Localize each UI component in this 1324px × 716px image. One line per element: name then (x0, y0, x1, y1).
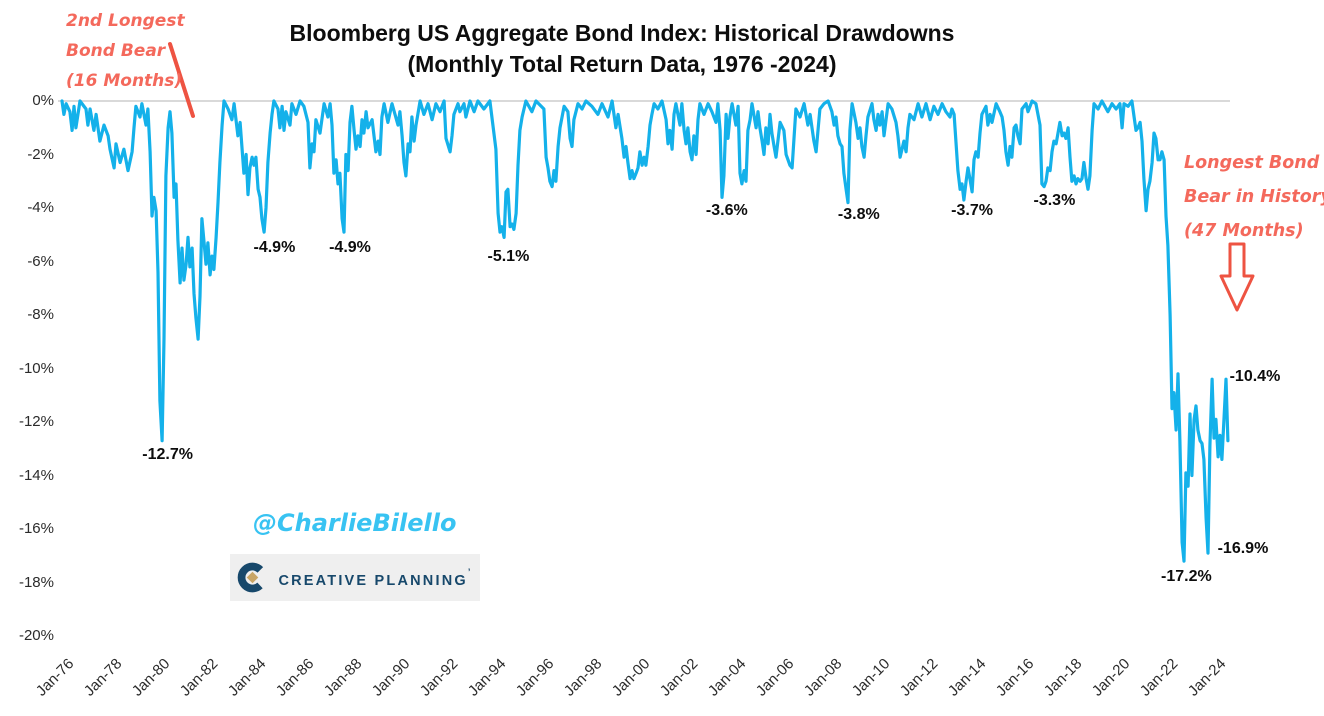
data-point-label: -3.7% (951, 202, 993, 220)
y-axis-tick-label: 0% (32, 92, 54, 109)
chart-title-line2: (Monthly Total Return Data, 1976 -2024) (407, 51, 837, 77)
annotation-line: Longest Bond (1184, 153, 1320, 173)
data-point-label: -3.6% (705, 202, 748, 220)
data-point-label: -16.9% (1217, 540, 1269, 558)
annotation-longest-bear: Longest Bond Bear in History (47 Months) (1184, 146, 1324, 248)
creative-planning-logo-text: CREATIVE PLANNING’ (278, 567, 472, 589)
y-axis-tick-label: -8% (27, 306, 54, 323)
data-point-label: -12.7% (142, 446, 193, 464)
annotation-line: (16 Months) (66, 71, 183, 91)
data-point-label: -10.4% (1229, 367, 1281, 385)
drawdown-line (60, 99, 1230, 563)
y-axis-tick-label: -12% (18, 413, 54, 430)
annotation-pointer-line (168, 42, 195, 118)
y-axis-tick-label: -2% (27, 145, 54, 163)
logo-text-label: CREATIVE PLANNING (278, 572, 468, 589)
annotation-line: Bear in History (1184, 187, 1324, 207)
y-axis-tick-label: -14% (18, 466, 54, 484)
data-point-label: -4.9% (329, 239, 371, 257)
creative-planning-logo: CREATIVE PLANNING’ (230, 554, 480, 601)
y-axis-tick-label: -16% (18, 520, 54, 537)
annotation-2nd-longest-bear: 2nd Longest Bond Bear (16 Months) (66, 6, 185, 96)
data-point-label: -5.1% (487, 248, 530, 266)
down-arrow-icon (1219, 242, 1255, 312)
data-point-label: -3.8% (837, 206, 880, 224)
annotation-line: 2nd Longest (66, 11, 185, 31)
data-point-label: -3.3% (1033, 191, 1076, 209)
creative-planning-logo-icon (238, 562, 268, 593)
annotation-line: Bond Bear (66, 41, 166, 61)
chart-title-line1: Bloomberg US Aggregate Bond Index: Histo… (289, 20, 955, 46)
y-axis-tick-label: -6% (27, 252, 54, 270)
charliebilello-watermark: @CharlieBilello (253, 509, 457, 537)
chart-title: Bloomberg US Aggregate Bond Index: Histo… (62, 18, 1182, 80)
y-axis-tick-label: -4% (27, 199, 54, 216)
y-axis-tick-label: -10% (18, 359, 54, 377)
data-point-label: -17.2% (1161, 568, 1212, 586)
data-point-label: -4.9% (253, 239, 296, 257)
y-axis-tick-label: -20% (18, 627, 54, 644)
logo-trademark-mark: ’ (467, 566, 473, 577)
y-axis-tick-label: -18% (18, 573, 54, 591)
annotation-line: (47 Months) (1184, 221, 1304, 241)
